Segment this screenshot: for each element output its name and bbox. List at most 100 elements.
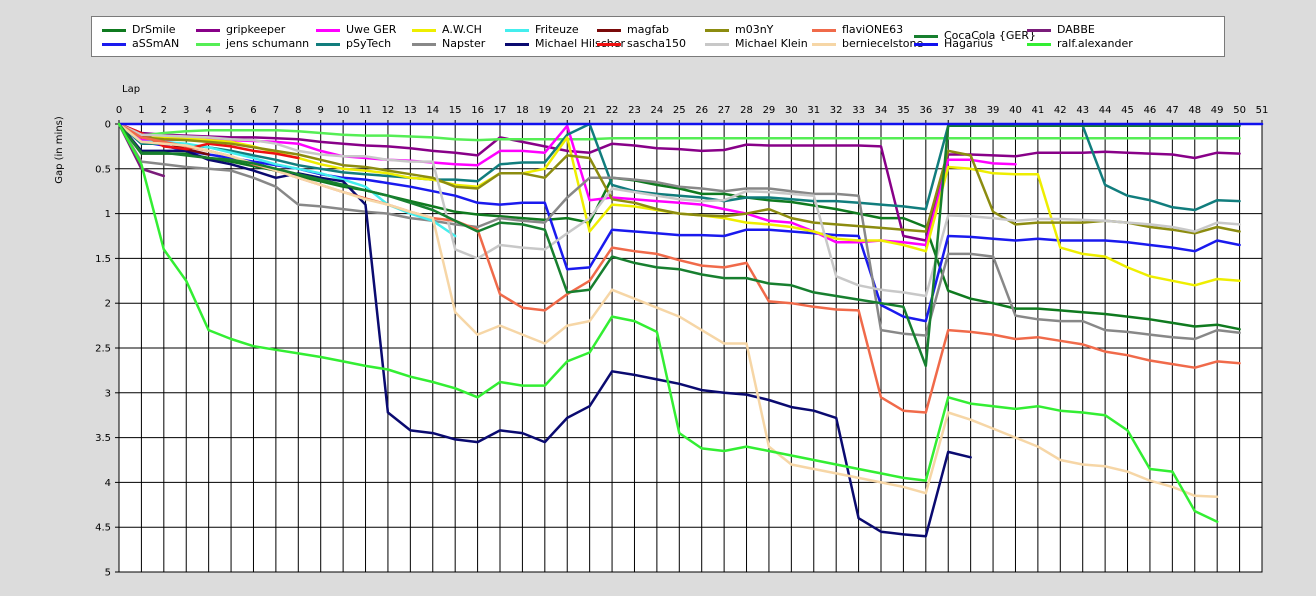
- x-tick-label: 44: [1099, 105, 1112, 116]
- x-tick-label: 35: [897, 105, 910, 116]
- legend-swatch: [505, 29, 529, 32]
- x-tick-label: 43: [1076, 105, 1089, 116]
- series-segment: [117, 122, 1219, 524]
- legend-swatch: [812, 43, 836, 46]
- legend-swatch: [914, 43, 938, 46]
- series-segment: [117, 122, 972, 538]
- legend-swatch: [597, 29, 621, 32]
- x-tick-label: 17: [494, 105, 507, 116]
- series-segment: [117, 122, 1219, 498]
- x-tick-label: 51: [1256, 105, 1269, 116]
- x-tick-label: 34: [875, 105, 888, 116]
- series-line-3: [117, 122, 1241, 142]
- legend-label: jens schumann: [226, 37, 310, 50]
- series-segment: [117, 122, 1241, 235]
- legend-swatch: [412, 29, 436, 32]
- x-tick-label: 14: [426, 105, 439, 116]
- x-tick-label: 5: [228, 105, 234, 116]
- legend-label: flaviONE63: [842, 23, 904, 36]
- y-tick-label: 0: [105, 120, 111, 131]
- series-segment: [117, 122, 1241, 368]
- x-tick-label: 13: [404, 105, 417, 116]
- x-tick-label: 32: [830, 105, 843, 116]
- x-tick-label: 19: [538, 105, 551, 116]
- x-tick-label: 41: [1032, 105, 1045, 116]
- series-line-9: [117, 122, 972, 538]
- x-tick-label: 18: [516, 105, 529, 116]
- legend-label: DrSmile: [132, 23, 176, 36]
- legend-label: Michael Hilscher: [535, 37, 626, 50]
- x-tick-label: 7: [273, 105, 279, 116]
- series-line-19: [117, 122, 1219, 524]
- x-tick-label: 36: [919, 105, 932, 116]
- x-tick-label: 46: [1144, 105, 1157, 116]
- x-tick-label: 9: [318, 105, 324, 116]
- legend-swatch: [196, 43, 220, 46]
- y-tick-label: 2.5: [95, 344, 111, 355]
- x-tick-label: 1: [138, 105, 144, 116]
- legend-label: pSyTech: [346, 37, 392, 50]
- x-tick-label: 15: [449, 105, 462, 116]
- x-tick-label: 49: [1211, 105, 1224, 116]
- y-tick-label: 3: [105, 388, 111, 399]
- x-tick-label: 3: [183, 105, 189, 116]
- legend-swatch: [412, 43, 436, 46]
- legend-swatch: [316, 43, 340, 46]
- x-tick-label: 31: [807, 105, 820, 116]
- x-tick-label: 11: [359, 105, 372, 116]
- x-tick-label: 26: [695, 105, 708, 116]
- legend-swatch: [1027, 29, 1051, 32]
- y-tick-label: 5: [105, 568, 111, 579]
- x-tick-label: 33: [852, 105, 865, 116]
- series-segment: [117, 122, 1241, 331]
- y-tick-label: 4: [105, 478, 111, 489]
- chart-legend: DrSmile aSSmAN gripkeeper jens schumann Uwe …: [91, 16, 1225, 57]
- legend-swatch: [196, 29, 220, 32]
- x-axis-label: Lap: [122, 84, 140, 95]
- legend-swatch: [102, 43, 126, 46]
- x-tick-label: 16: [471, 105, 484, 116]
- x-tick-label: 38: [964, 105, 977, 116]
- x-tick-label: 0: [116, 105, 122, 116]
- series-line-12: [117, 122, 1241, 235]
- series-segment: [117, 122, 1241, 298]
- x-tick-label: 28: [740, 105, 753, 116]
- x-tick-label: 4: [205, 105, 211, 116]
- series-segment: [117, 122, 1241, 242]
- series-line-2: [117, 122, 1241, 242]
- legend-swatch: [102, 29, 126, 32]
- legend-label: Napster: [442, 37, 486, 50]
- series-line-16: [117, 122, 1241, 368]
- x-tick-label: 23: [628, 105, 641, 116]
- legend-swatch: [914, 35, 938, 38]
- x-tick-label: 21: [583, 105, 596, 116]
- legend-label: ralf.alexander: [1057, 37, 1133, 50]
- legend-swatch: [505, 43, 529, 46]
- y-tick-label: 3.5: [95, 433, 111, 444]
- x-tick-label: 37: [942, 105, 955, 116]
- x-tick-label: 45: [1121, 105, 1134, 116]
- legend-swatch: [705, 43, 729, 46]
- y-tick-label: 4.5: [95, 523, 111, 534]
- y-tick-label: 2: [105, 299, 111, 310]
- legend-swatch: [812, 29, 836, 32]
- x-tick-label: 8: [295, 105, 301, 116]
- legend-swatch: [705, 29, 729, 32]
- x-tick-label: 2: [161, 105, 167, 116]
- x-tick-label: 20: [561, 105, 574, 116]
- legend-label: m03nY: [735, 23, 774, 36]
- series-segment: [117, 122, 1241, 341]
- y-tick-label: 0.5: [95, 164, 111, 175]
- legend-label: Hagarius: [944, 37, 994, 50]
- x-tick-label: 48: [1188, 105, 1201, 116]
- x-tick-label: 22: [606, 105, 619, 116]
- legend-label: A.W.CH: [442, 23, 482, 36]
- legend-label: aSSmAN: [132, 37, 180, 50]
- legend-label: CocaCola {GER}: [944, 29, 1037, 42]
- legend-label: gripkeeper: [226, 23, 286, 36]
- legend-label: magfab: [627, 23, 670, 36]
- series-line-15: [117, 122, 1219, 498]
- legend-swatch: [316, 29, 340, 32]
